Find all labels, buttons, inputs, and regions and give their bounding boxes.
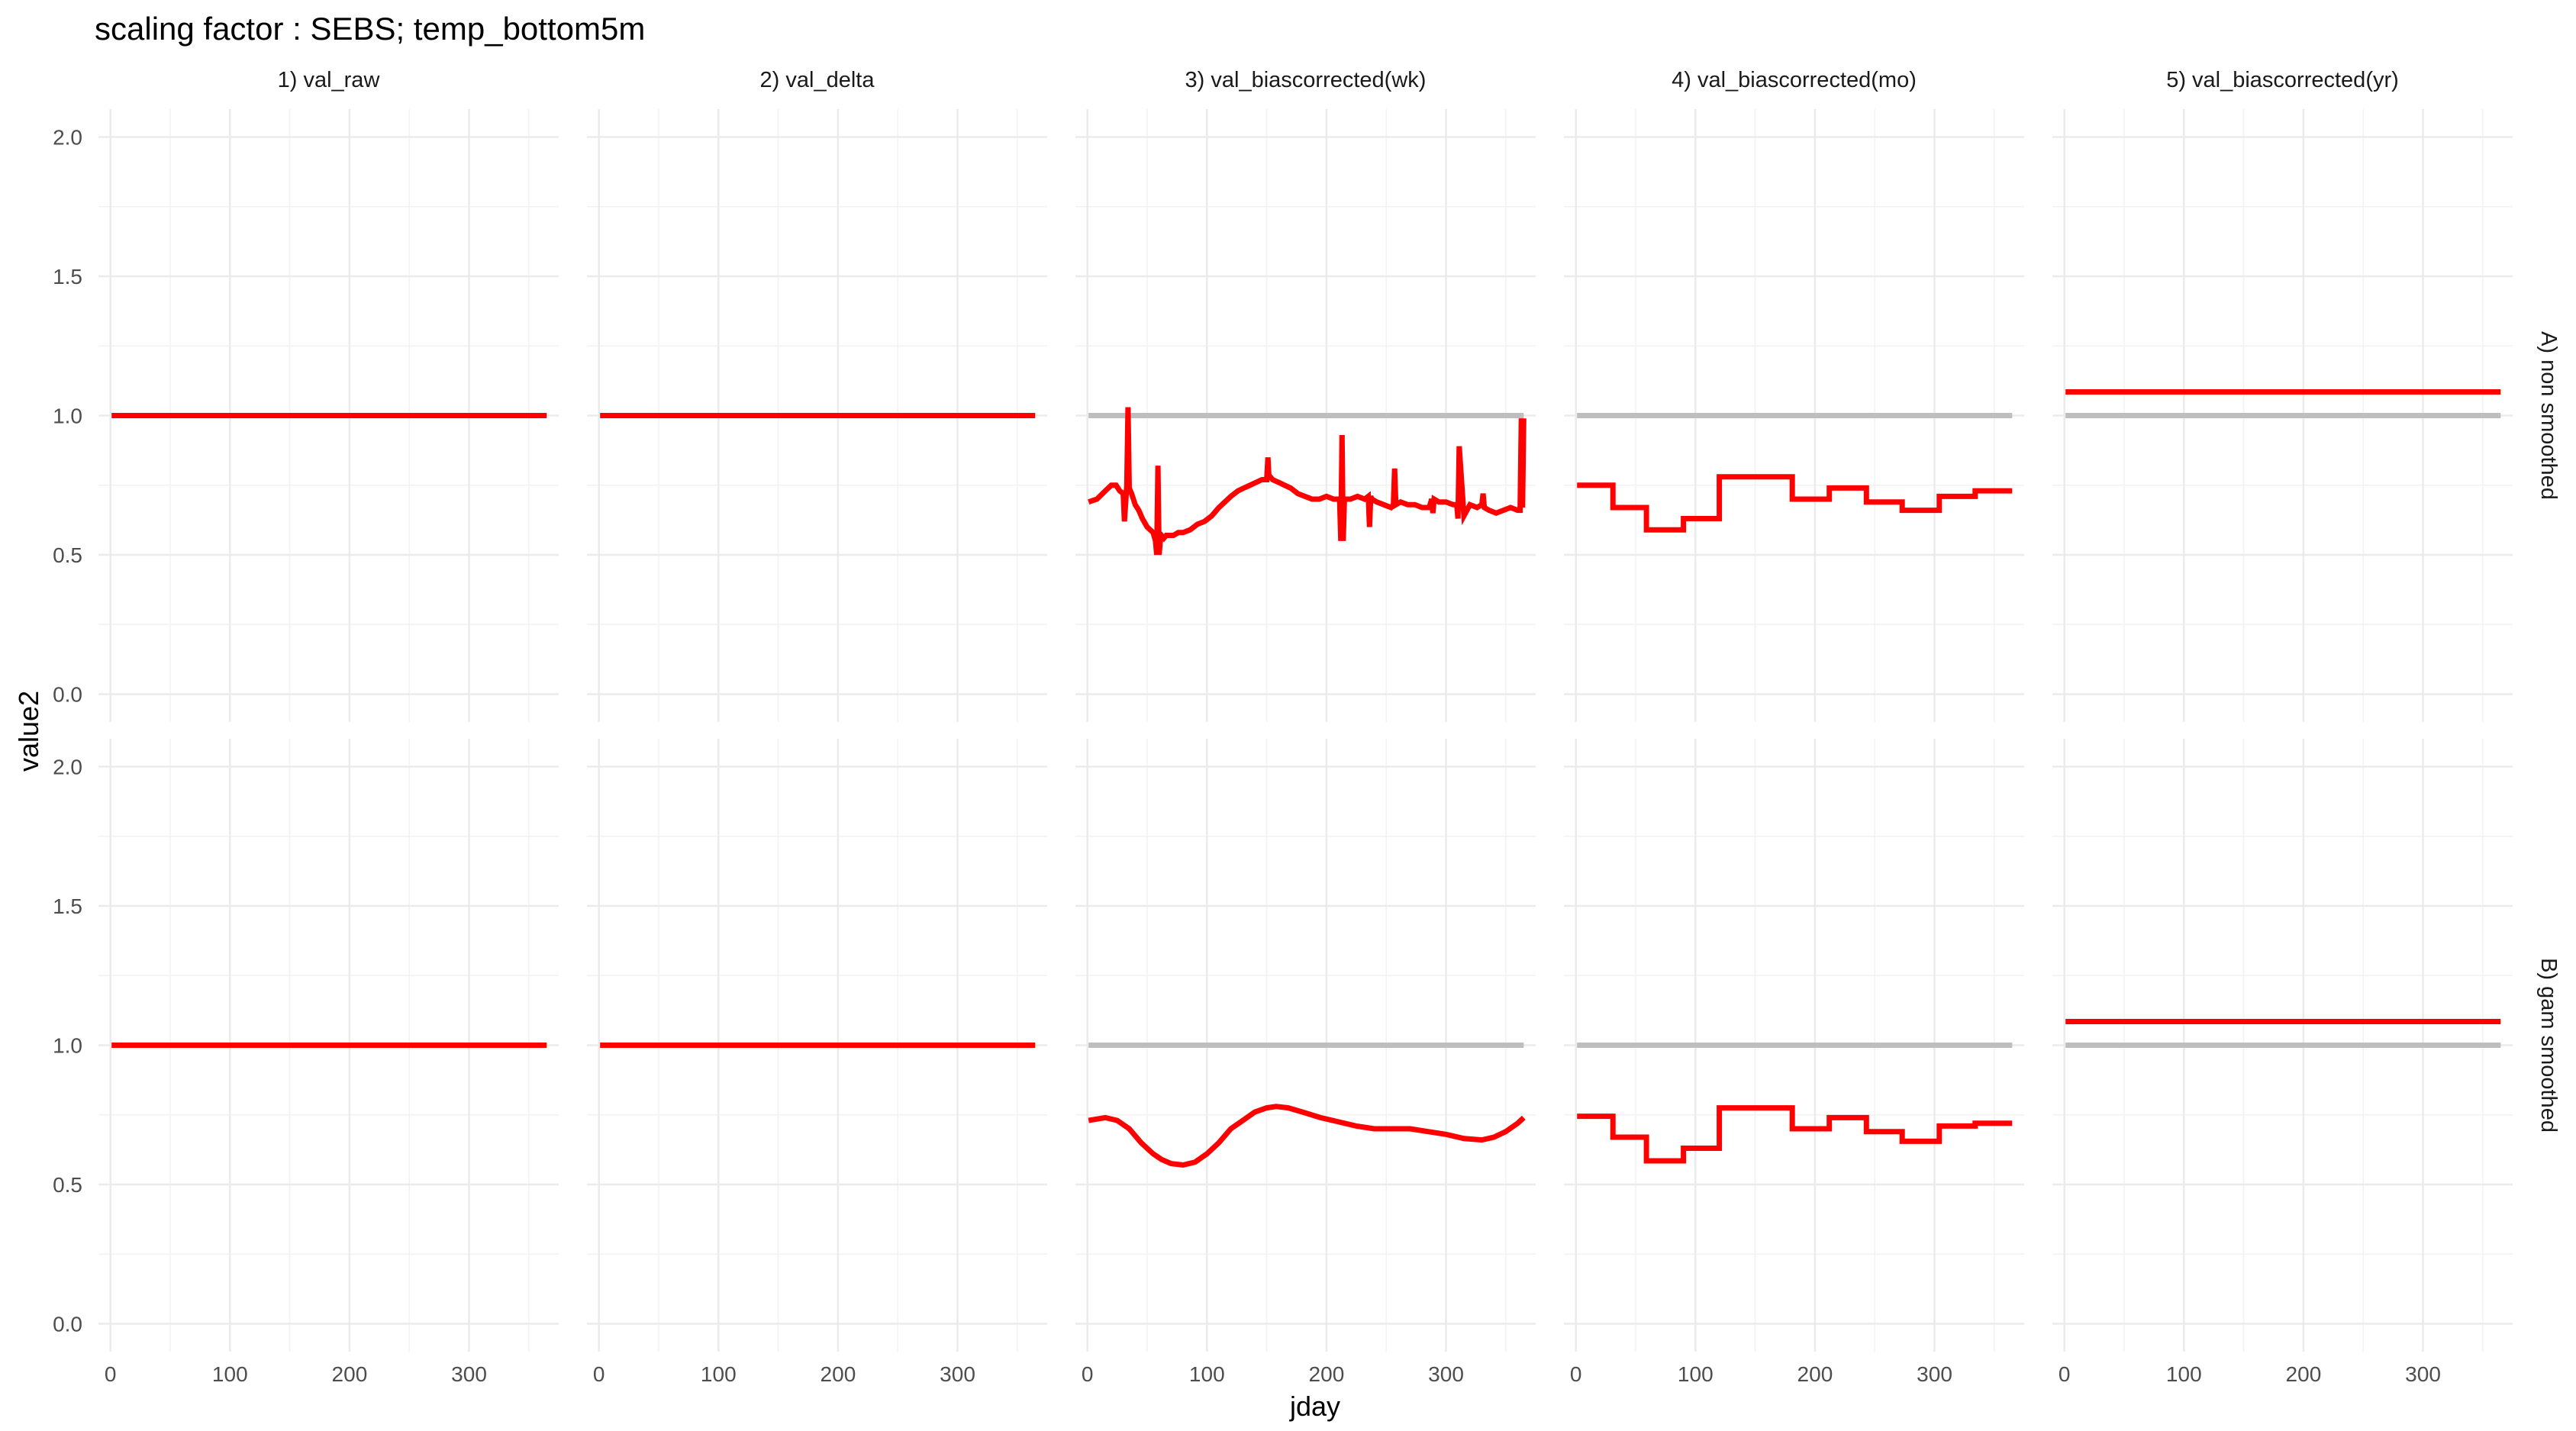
x-tick-label: 300 [1428,1362,1464,1386]
y-tick-label: 1.5 [53,265,82,288]
x-tick-label: 100 [1189,1362,1225,1386]
x-tick-label: 0 [593,1362,605,1386]
series-line-main [1577,1105,2013,1164]
series-line-main [1088,407,1527,556]
x-tick-label: 100 [2166,1362,2202,1386]
y-tick-label: 0.5 [53,543,82,567]
y-tick-label: 2.0 [53,756,82,779]
y-axis-title: value2 [13,691,44,772]
y-tick-label: 0.0 [53,683,82,707]
panel-grid [98,109,559,722]
x-tick-label: 100 [1678,1362,1714,1386]
y-tick-label: 2.0 [53,126,82,150]
panel-grid [1075,109,1536,722]
series-line-main [1088,1104,1526,1168]
column-strip-label: 2) val_delta [760,68,875,92]
x-tick-label: 0 [1082,1362,1094,1386]
row-strip-label: A) non smoothed [2536,331,2561,500]
x-tick-label: 300 [940,1362,975,1386]
panel-grid [2052,109,2513,722]
x-axis-title: jday [1289,1391,1340,1422]
column-strip-label: 3) val_biascorrected(wk) [1185,68,1427,92]
y-tick-label: 0.5 [53,1173,82,1197]
x-tick-label: 300 [1917,1362,1952,1386]
y-tick-label: 1.0 [53,1034,82,1058]
x-tick-label: 100 [212,1362,248,1386]
y-tick-label: 1.5 [53,894,82,918]
x-tick-label: 0 [2059,1362,2071,1386]
x-tick-label: 200 [1309,1362,1345,1386]
x-tick-label: 300 [2405,1362,2441,1386]
x-tick-label: 200 [332,1362,368,1386]
column-strip-label: 1) val_raw [278,68,381,92]
y-tick-label: 0.0 [53,1313,82,1336]
column-strip-label: 5) val_biascorrected(yr) [2166,68,2399,92]
series-line-main [1577,474,2013,533]
x-tick-label: 200 [821,1362,856,1386]
chart-title: scaling factor : SEBS; temp_bottom5m [95,11,645,47]
row-strip-label: B) gam smoothed [2536,958,2561,1133]
x-tick-label: 0 [1570,1362,1582,1386]
x-tick-label: 0 [105,1362,117,1386]
x-tick-label: 300 [451,1362,487,1386]
panels-layer: 1) val_raw 2) val_delta 3) val_biascorrect… [53,68,2561,1386]
x-tick-label: 200 [2286,1362,2322,1386]
column-strip-label: 4) val_biascorrected(mo) [1672,68,1917,92]
x-tick-label: 200 [1797,1362,1833,1386]
x-tick-label: 100 [701,1362,737,1386]
y-tick-label: 1.0 [53,404,82,428]
